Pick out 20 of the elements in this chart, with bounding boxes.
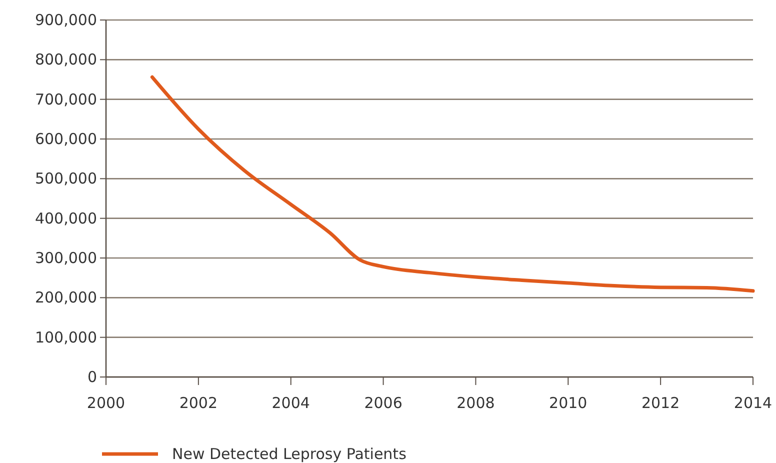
legend-label: New Detected Leprosy Patients [172,445,407,463]
x-tick-label: 2010 [549,394,588,412]
y-tick-label: 500,000 [34,170,97,188]
y-tick-label: 800,000 [34,50,97,69]
x-tick-label: 2012 [641,394,680,412]
x-tick-label: 2014 [734,394,772,412]
y-tick-label: 700,000 [34,90,97,108]
y-tick-label: 300,000 [34,249,97,267]
y-tick-label: 200,000 [34,288,97,307]
x-tick-label: 2004 [272,394,310,412]
x-tick-label: 2002 [179,394,218,412]
line-series [150,75,755,293]
y-tick-label: 600,000 [34,130,97,148]
x-tick-label: 2000 [86,394,126,412]
x-tick-label: 2008 [456,394,495,412]
y-tick-label: 400,000 [34,209,97,228]
y-tick-label: 900,000 [34,11,97,29]
x-tick-label: 2006 [364,394,402,412]
y-tick-label: 0 [87,368,97,386]
y-tick-label: 100,000 [34,328,97,346]
